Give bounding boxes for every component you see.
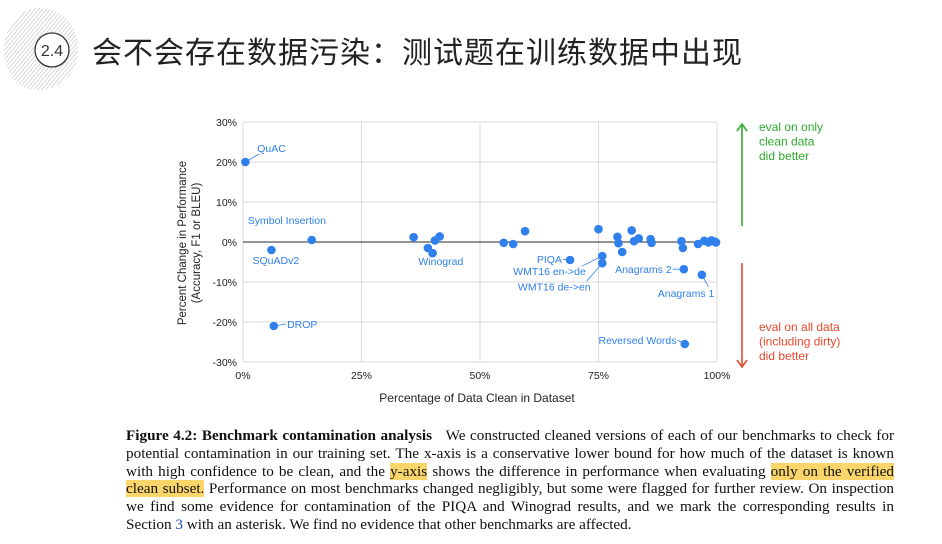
y-tick-label: -30% — [212, 357, 237, 369]
data-point — [597, 251, 607, 261]
point-annotation: Symbol Insertion — [248, 215, 326, 227]
annotations: QuAC Symbol Insertion SQuADv2 DROP Winograd P… — [245, 143, 715, 347]
data-point — [565, 255, 575, 265]
data-point — [267, 245, 276, 255]
data-point — [677, 236, 686, 246]
data-point — [679, 264, 689, 274]
point-annotation: DROP — [287, 319, 317, 331]
data-point — [617, 247, 627, 257]
point-annotation: QuAC — [257, 143, 286, 155]
contamination-scatter-chart: 30%20%10%0%-10%-20%-30%0% 25% 50% 75% 100% Q… — [177, 117, 840, 405]
x-tick-label: 0% — [235, 370, 250, 382]
data-point — [520, 226, 530, 236]
data-point — [680, 339, 690, 349]
y-tick-label: -10% — [212, 277, 237, 289]
data-point — [241, 157, 250, 167]
axes: 30%20%10%0%-10%-20%-30%0% 25% 50% 75% 100% — [212, 117, 730, 382]
point-annotation: SQuADv2 — [252, 255, 299, 267]
figure-label: Figure 4.2: Benchmark contamination anal… — [126, 427, 433, 444]
section-ref-link[interactable]: 3 — [175, 515, 183, 533]
caption-text-3: Performance on most benchmarks changed n… — [126, 480, 895, 533]
data-point — [435, 232, 445, 241]
data-point — [597, 258, 607, 268]
section-number: 2.4 — [41, 43, 63, 60]
figure-caption: Figure 4.2: Benchmark contamination anal… — [126, 427, 894, 534]
y-tick-label: 0% — [222, 237, 237, 249]
data-points — [241, 157, 721, 349]
data-point — [697, 270, 707, 280]
section-badge: 2.4 — [2, 6, 80, 92]
x-axis-label: Percentage of Data Clean in Dataset — [379, 391, 575, 405]
data-point — [614, 238, 623, 248]
data-point — [647, 238, 656, 248]
point-annotation: WMT16 de->en — [518, 281, 591, 293]
data-point — [499, 238, 509, 248]
caption-text-1: We constructed cleaned versions of each … — [126, 427, 895, 480]
y-tick-label: 10% — [216, 197, 237, 209]
data-point — [508, 239, 518, 249]
side-note-top-line: did better — [759, 149, 809, 163]
point-annotation: WMT16 en->de — [513, 266, 586, 278]
data-point — [613, 232, 622, 242]
side-note-bottom-line: did better — [759, 349, 809, 363]
side-note-top-line: eval on only — [759, 120, 823, 134]
data-point — [409, 232, 418, 242]
x-tick-label: 100% — [704, 370, 731, 382]
point-annotation: Reversed Words — [599, 335, 677, 347]
caption-highlight-y-axis: y-axis — [390, 462, 428, 480]
point-annotation: Anagrams 2 — [615, 264, 672, 276]
y-tick-label: 20% — [216, 157, 237, 169]
caption-text-4: with an asterisk. We find no evidence th… — [186, 515, 632, 533]
data-point — [634, 234, 644, 243]
caption-text-2: shows the difference in performance when… — [432, 462, 766, 480]
data-point — [269, 321, 279, 331]
y-axis-label-line2: (Accuracy, F1 or BLEU) — [191, 183, 203, 304]
x-tick-label: 25% — [351, 370, 372, 382]
data-point — [307, 235, 317, 245]
arrow-up-icon — [736, 122, 748, 132]
x-tick-label: 75% — [588, 370, 609, 382]
side-note-bottom-line: (including dirty) — [759, 335, 840, 349]
side-note-top-line: clean data — [759, 135, 815, 149]
side-note-bottom-line: eval on all data — [759, 320, 840, 334]
data-point — [594, 224, 603, 234]
slide-title: 会不会存在数据污染：测试题在训练数据中出现 — [92, 36, 743, 71]
x-tick-label: 50% — [469, 370, 490, 382]
y-tick-label: 30% — [216, 117, 237, 129]
y-axis-label-line1: Percent Change in Performance — [177, 161, 189, 325]
data-point — [627, 226, 636, 235]
arrow-down-icon — [736, 359, 748, 369]
data-point — [711, 238, 721, 247]
point-annotation: Winograd — [418, 256, 463, 268]
y-tick-label: -20% — [212, 317, 237, 329]
point-annotation: PIQA — [537, 254, 562, 266]
point-annotation: Anagrams 1 — [658, 288, 715, 300]
data-point — [428, 248, 437, 258]
data-point — [678, 243, 688, 253]
